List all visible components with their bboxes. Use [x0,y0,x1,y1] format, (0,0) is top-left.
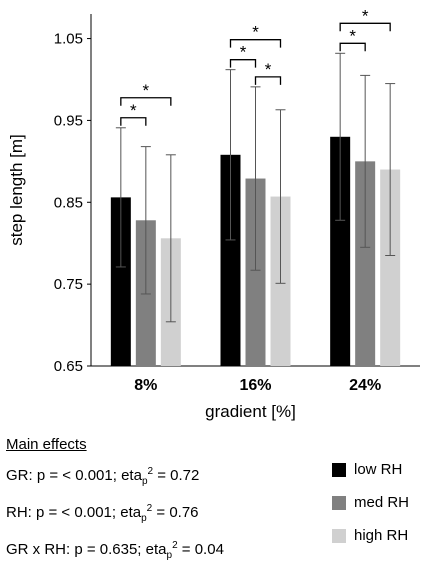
legend-item-med-rh: med RH [332,486,409,519]
legend-item-high-rh: high RH [332,519,409,552]
main-effects-block: Main effects GR: p = < 0.001; etap2 = 0.… [6,431,306,569]
y-tick-label: 1.05 [54,31,83,48]
x-tick-label: 8% [134,377,157,394]
bar [245,178,266,366]
bar [330,136,351,366]
bar [355,161,376,366]
significance-star: * [252,23,259,42]
significance-star: * [240,43,247,62]
bar [110,197,131,366]
legend-swatch-med-rh [332,495,346,510]
significance-bracket [120,97,172,106]
x-tick-label: 16% [239,377,271,394]
effect-rh: RH: p = < 0.001; etap2 = 0.76 [6,503,199,524]
significance-bracket [120,117,147,126]
legend-swatch-low-rh [332,462,346,477]
x-axis-title: gradient [%] [205,402,296,421]
bar-chart: 0.65 0.75 0.85 0.95 1.05 step length [m] 8% 16%… [7,6,420,421]
legend-label-low-rh: low RH [354,461,403,478]
x-tick-label: 24% [349,377,381,394]
bar [220,154,241,366]
significance-bracket [254,76,282,85]
y-tick-label: 0.85 [54,194,83,211]
y-tick-label: 0.65 [54,358,83,375]
bar [380,169,401,366]
significance-bracket [339,22,391,32]
significance-star: * [349,26,356,45]
legend-item-low-rh: low RH [332,453,409,486]
legend-label-high-rh: high RH [354,527,409,544]
significance-star: * [362,6,369,25]
effect-gr-x-rh: GR x RH: p = 0.635; etap2 = 0.04 [6,540,224,561]
significance-bracket [229,59,257,68]
significance-star: * [143,81,150,100]
legend: low RH med RH high RH [332,453,409,552]
significance-star: * [130,101,137,120]
main-effects-title: Main effects [6,436,87,453]
y-tick-label: 0.75 [54,276,83,293]
significance-bracket [229,39,282,48]
significance-bracket [339,42,366,52]
y-tick-label: 0.95 [54,112,83,129]
significance-star: * [265,60,272,79]
effect-gr: GR: p = < 0.001; etap2 = 0.72 [6,466,200,487]
legend-swatch-high-rh [332,528,346,543]
legend-label-med-rh: med RH [354,494,410,511]
y-axis-title: step length [m] [7,134,26,246]
